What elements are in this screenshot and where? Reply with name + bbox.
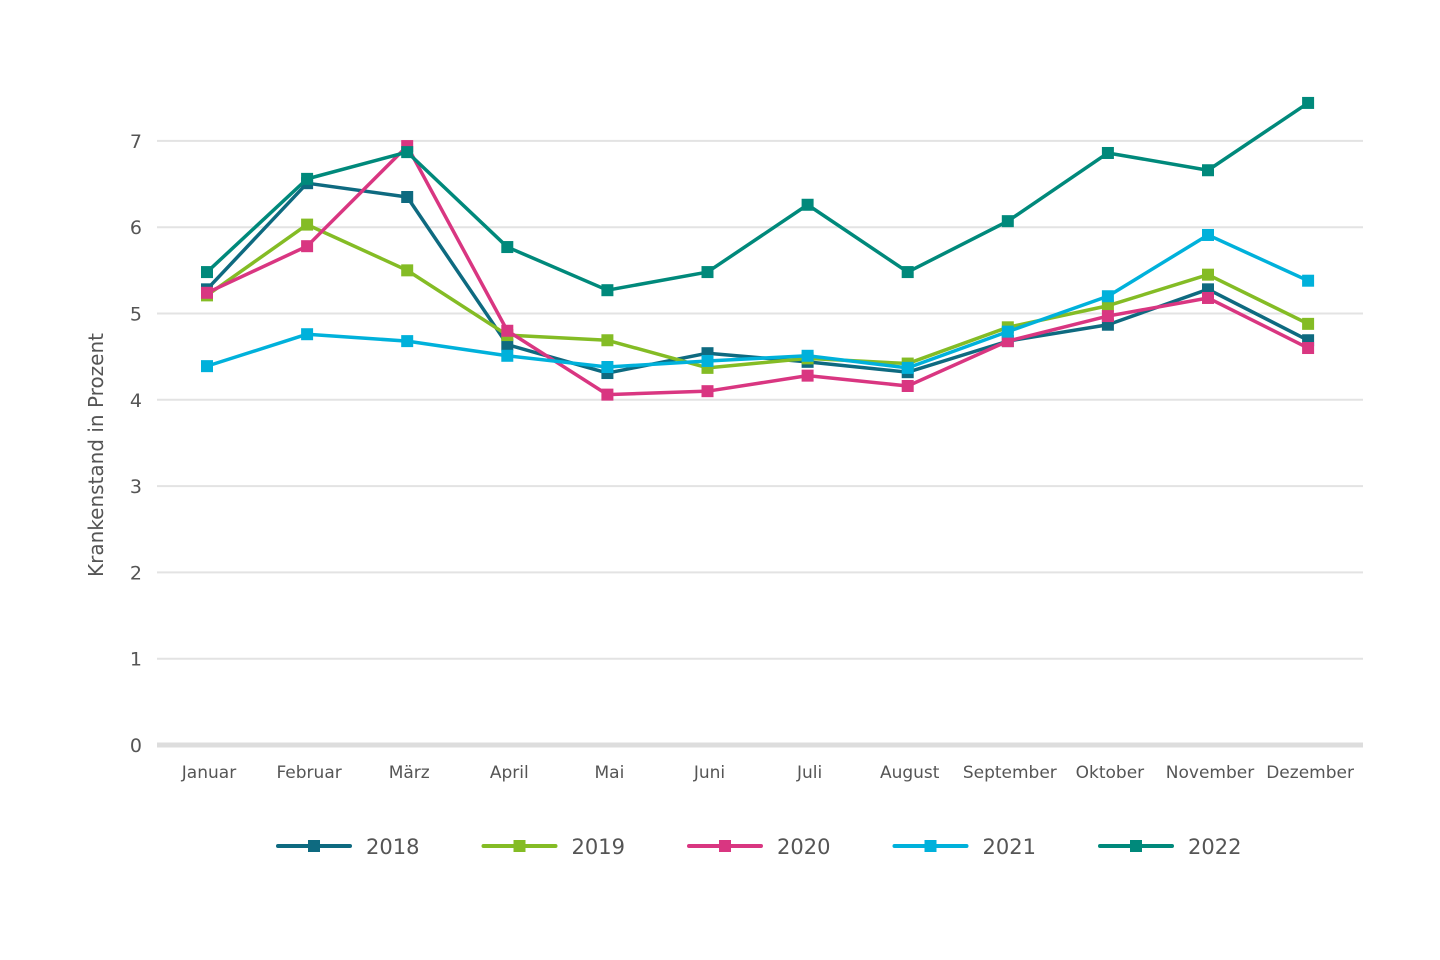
data-point bbox=[301, 172, 314, 185]
data-point bbox=[401, 146, 414, 159]
x-tick-label: Juli bbox=[796, 763, 822, 783]
y-tick-label: 3 bbox=[130, 476, 142, 498]
data-point bbox=[201, 266, 213, 279]
data-point bbox=[501, 241, 514, 254]
legend-item-2020: 2020 bbox=[687, 835, 830, 859]
x-tick-label: April bbox=[490, 763, 529, 783]
data-point bbox=[301, 328, 314, 341]
y-tick-label: 2 bbox=[130, 562, 142, 584]
data-point bbox=[801, 198, 814, 211]
data-point bbox=[401, 335, 414, 348]
y-tick-label: 0 bbox=[130, 735, 142, 757]
legend-label: 2019 bbox=[572, 835, 625, 859]
x-tick-label: Januar bbox=[181, 763, 236, 783]
data-point bbox=[1202, 228, 1214, 241]
data-point bbox=[1302, 274, 1315, 287]
legend-label: 2021 bbox=[983, 835, 1036, 859]
legend-item-2021: 2021 bbox=[892, 835, 1036, 859]
data-point bbox=[1001, 215, 1014, 228]
legend-item-2018: 2018 bbox=[276, 835, 419, 859]
data-point bbox=[1202, 268, 1214, 281]
legend-item-2022: 2022 bbox=[1098, 835, 1241, 859]
legend-marker-icon bbox=[719, 840, 731, 852]
legend-label: 2020 bbox=[777, 835, 830, 859]
y-tick-label: 1 bbox=[130, 649, 142, 671]
series-line bbox=[205, 181, 1309, 375]
y-axis-label: Krankenstand in Prozent bbox=[84, 333, 108, 577]
data-point bbox=[301, 218, 314, 231]
x-tick-label: November bbox=[1166, 763, 1254, 783]
data-point bbox=[901, 379, 914, 392]
data-point bbox=[601, 388, 614, 401]
series-2022 bbox=[201, 96, 1315, 297]
data-point bbox=[401, 190, 414, 203]
series-line bbox=[205, 101, 1310, 292]
legend-label: 2022 bbox=[1188, 835, 1241, 859]
data-point bbox=[1101, 310, 1114, 323]
data-point bbox=[501, 324, 514, 337]
series-line bbox=[206, 144, 1309, 397]
x-tick-label: Februar bbox=[276, 763, 341, 783]
data-point bbox=[601, 284, 614, 297]
y-tick-label: 7 bbox=[130, 131, 142, 153]
series-2019 bbox=[201, 218, 1315, 374]
legend-item-2019: 2019 bbox=[481, 835, 625, 859]
data-point bbox=[1101, 299, 1114, 312]
data-point bbox=[1202, 291, 1214, 304]
legend-marker-icon bbox=[1130, 840, 1142, 852]
data-point bbox=[701, 385, 714, 398]
data-point bbox=[1101, 146, 1114, 159]
y-tick-label: 6 bbox=[130, 217, 142, 239]
x-tick-label: März bbox=[389, 763, 430, 783]
x-tick-label: September bbox=[963, 763, 1057, 783]
y-axis: 0 1 2 3 4 5 6 7 bbox=[130, 131, 142, 757]
data-point bbox=[201, 360, 213, 373]
data-point bbox=[1202, 164, 1214, 177]
data-point bbox=[1302, 317, 1315, 330]
legend-marker-icon bbox=[513, 840, 526, 852]
x-tick-label: Oktober bbox=[1076, 763, 1145, 783]
series-line bbox=[205, 222, 1309, 370]
x-tick-label: Dezember bbox=[1266, 763, 1354, 783]
data-point bbox=[1001, 335, 1014, 348]
data-point bbox=[1001, 325, 1014, 338]
data-point bbox=[201, 286, 213, 299]
x-axis: Januar Februar März April Mai Juni Juli August S… bbox=[181, 763, 1354, 783]
data-point bbox=[501, 338, 514, 351]
legend-label: 2018 bbox=[366, 835, 419, 859]
grid bbox=[157, 139, 1363, 748]
legend-marker-icon bbox=[308, 840, 320, 852]
data-point bbox=[601, 334, 614, 347]
data-point bbox=[901, 266, 914, 279]
data-point bbox=[601, 361, 614, 374]
data-point bbox=[1101, 290, 1114, 303]
x-tick-label: Mai bbox=[594, 763, 624, 783]
x-tick-label: Juni bbox=[693, 763, 725, 783]
data-point bbox=[401, 264, 414, 277]
y-tick-label: 4 bbox=[130, 390, 142, 412]
data-point bbox=[1302, 342, 1315, 355]
y-tick-label: 5 bbox=[130, 304, 142, 326]
series-line bbox=[206, 233, 1309, 370]
series-group bbox=[201, 96, 1315, 401]
data-point bbox=[801, 369, 814, 382]
series-2021 bbox=[201, 228, 1315, 374]
data-point bbox=[301, 240, 314, 253]
data-point bbox=[801, 349, 814, 362]
x-tick-label: August bbox=[880, 763, 940, 783]
legend: 2018 2019 2020 2021 2022 bbox=[276, 835, 1241, 859]
series-2020 bbox=[201, 140, 1315, 401]
series-2018 bbox=[201, 177, 1315, 380]
data-point bbox=[701, 266, 714, 279]
data-point bbox=[901, 361, 914, 374]
data-point bbox=[701, 354, 714, 367]
legend-marker-icon bbox=[924, 840, 937, 852]
data-point bbox=[1302, 96, 1315, 109]
data-point bbox=[501, 349, 514, 362]
